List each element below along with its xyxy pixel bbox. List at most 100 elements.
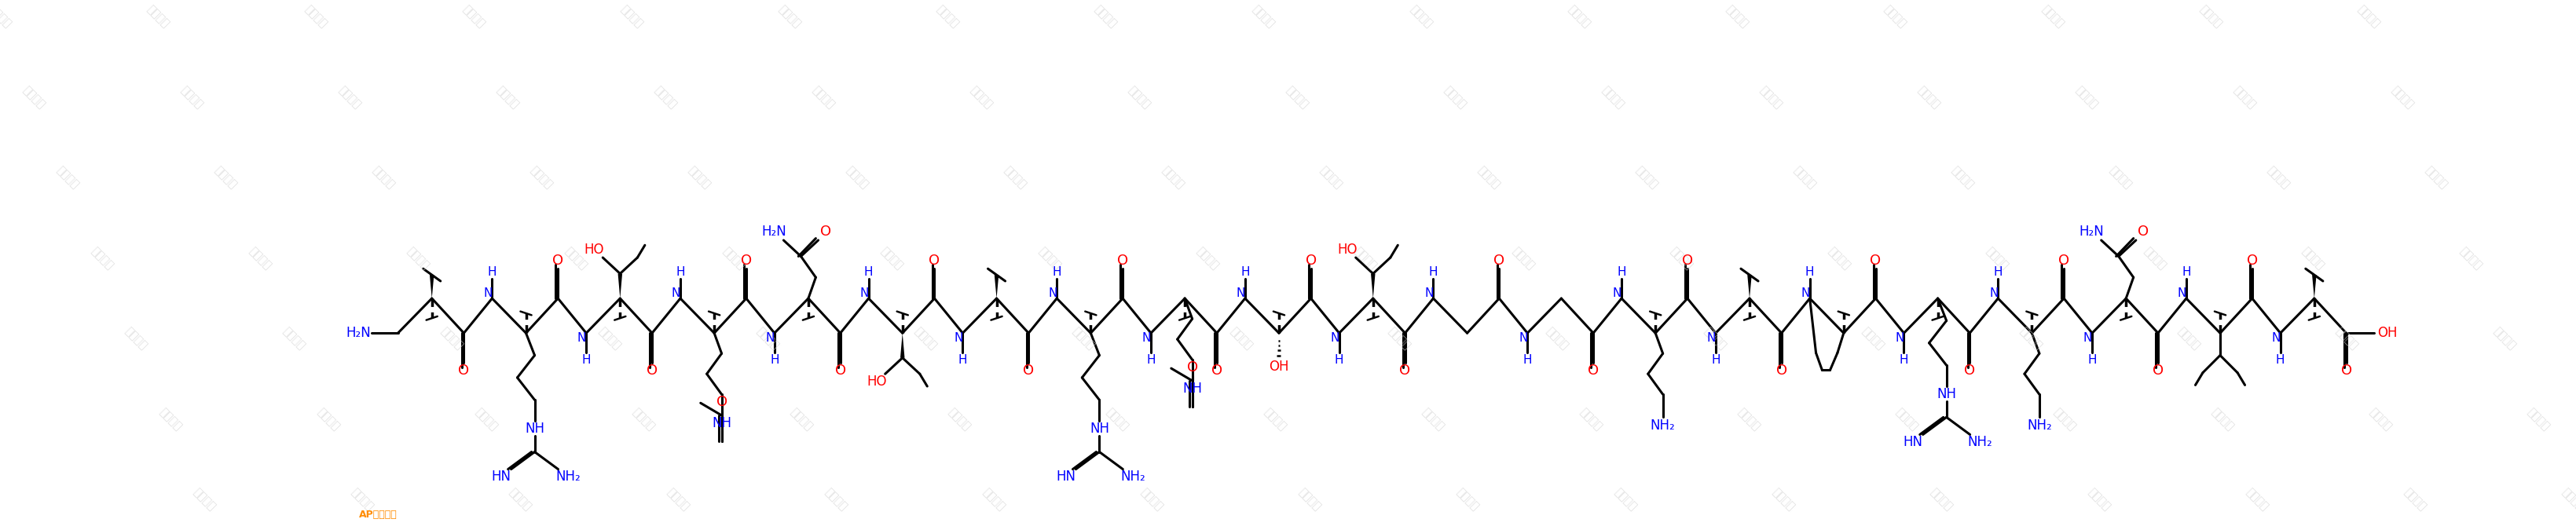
Text: 专肽生物: 专肽生物: [2334, 325, 2360, 352]
Text: 专肽生物: 专肽生物: [301, 4, 330, 30]
Text: N: N: [1236, 288, 1244, 299]
Text: N: N: [1801, 288, 1811, 299]
Text: 专肽生物: 专肽生物: [1667, 245, 1695, 271]
Text: 专肽生物: 专肽生物: [2491, 325, 2517, 352]
Text: H₂N: H₂N: [345, 326, 371, 340]
Text: 专肽生物: 专肽生物: [337, 84, 363, 110]
Text: 专肽生物: 专肽生物: [1092, 4, 1118, 30]
Text: 专肽生物: 专肽生物: [1352, 245, 1378, 271]
Text: O: O: [716, 395, 726, 409]
Text: H: H: [582, 354, 590, 366]
Text: 专肽生物: 专肽生物: [598, 325, 623, 352]
Text: 专肽生物: 专肽生物: [1283, 84, 1311, 110]
Text: N: N: [1425, 288, 1432, 299]
Text: O: O: [742, 253, 752, 268]
Text: 专肽生物: 专肽生物: [788, 406, 814, 432]
Text: N: N: [1989, 288, 1999, 299]
Text: H: H: [1054, 266, 1061, 278]
Text: 专肽生物: 专肽生物: [1126, 84, 1151, 110]
Text: NH: NH: [711, 417, 732, 430]
Text: N: N: [2272, 332, 2280, 344]
Text: O: O: [1870, 253, 1880, 268]
Text: 专肽生物: 专肽生物: [822, 487, 850, 513]
Text: 专肽生物: 专肽生物: [2367, 406, 2393, 432]
Text: 专肽生物: 专肽生物: [845, 164, 871, 191]
Text: 专肽生物: 专肽生物: [685, 164, 714, 191]
Text: O: O: [1682, 253, 1692, 268]
Text: N: N: [1613, 288, 1623, 299]
Text: H₂N: H₂N: [2079, 225, 2105, 238]
Text: N: N: [765, 332, 775, 344]
Text: 专肽生物: 专肽生物: [2087, 487, 2112, 513]
Text: O: O: [1118, 253, 1128, 268]
Text: 专肽生物: 专肽生物: [981, 487, 1007, 513]
Text: 专肽生物: 专肽生物: [2017, 325, 2043, 352]
Text: 专肽生物: 专肽生物: [1443, 84, 1468, 110]
Text: OH: OH: [1270, 359, 1288, 374]
Text: 专肽生物: 专肽生物: [912, 325, 938, 352]
Text: 专肽生物: 专肽生物: [1633, 164, 1659, 191]
Text: 专肽生物: 专肽生物: [1613, 487, 1638, 513]
Polygon shape: [1370, 273, 1376, 298]
Text: O: O: [459, 364, 469, 378]
Text: 专肽生物: 专肽生物: [1159, 164, 1188, 191]
Text: 专肽生物: 专肽生物: [1002, 164, 1028, 191]
Text: 专肽生物: 专肽生物: [665, 487, 690, 513]
Text: 专肽生物: 专肽生物: [2388, 84, 2416, 110]
Text: HN: HN: [1056, 470, 1077, 484]
Text: O: O: [1965, 364, 1976, 378]
Text: 专肽生物: 专肽生物: [54, 164, 80, 191]
Text: 专肽生物: 专肽生物: [2458, 245, 2483, 271]
Text: 专肽生物: 专肽生物: [404, 245, 430, 271]
Text: NH₂: NH₂: [1968, 435, 1991, 449]
Text: 专肽生物: 专肽生物: [1139, 487, 1164, 513]
Text: 专肽生物: 专肽生物: [2354, 4, 2380, 30]
Text: O: O: [2058, 253, 2069, 268]
Text: 专肽生物: 专肽生物: [945, 406, 974, 432]
Text: 专肽生物: 专肽生物: [2210, 406, 2236, 432]
Text: 专肽生物: 专肽生物: [1600, 84, 1625, 110]
Text: H₂N: H₂N: [760, 225, 786, 238]
Polygon shape: [899, 333, 904, 358]
Text: 专肽生物: 专肽生物: [721, 245, 747, 271]
Text: 专肽生物: 专肽生物: [178, 84, 206, 110]
Text: 专肽生物: 专肽生物: [1723, 4, 1749, 30]
Text: 专肽生物: 专肽生物: [969, 84, 994, 110]
Text: 专肽生物: 专肽生物: [1195, 245, 1221, 271]
Text: 专肽生物: 专肽生物: [471, 406, 500, 432]
Text: H: H: [1242, 266, 1249, 278]
Text: 专肽生物: 专肽生物: [935, 4, 961, 30]
Text: 专肽生物: 专肽生物: [1262, 406, 1288, 432]
Text: 专肽生物: 专肽生物: [124, 325, 149, 352]
Text: H: H: [1806, 266, 1814, 278]
Text: N: N: [484, 288, 492, 299]
Text: O: O: [835, 364, 845, 378]
Text: 专肽生物: 专肽生物: [281, 325, 307, 352]
Text: H: H: [1334, 354, 1345, 366]
Text: O: O: [2138, 225, 2148, 238]
Text: 专肽生物: 专肽生物: [191, 487, 216, 513]
Text: 专肽生物: 专肽生物: [528, 164, 554, 191]
Text: O: O: [1023, 364, 1033, 378]
Text: NH: NH: [1937, 387, 1955, 401]
Text: 专肽生物: 专肽生物: [1893, 406, 1919, 432]
Text: 专肽生物: 专肽生物: [1703, 325, 1728, 352]
Text: 专肽生物: 专肽生物: [1296, 487, 1321, 513]
Polygon shape: [1747, 275, 1752, 298]
Text: O: O: [1399, 364, 1412, 378]
Text: N: N: [953, 332, 963, 344]
Text: H: H: [1994, 266, 2002, 278]
Text: H: H: [487, 266, 497, 278]
Text: 专肽生物: 专肽生物: [1917, 84, 1942, 110]
Text: NH₂: NH₂: [1121, 470, 1146, 484]
Text: N: N: [1896, 332, 1904, 344]
Text: 专肽生物: 专肽生物: [1319, 164, 1345, 191]
Text: NH₂: NH₂: [2027, 418, 2053, 432]
Polygon shape: [430, 275, 433, 298]
Text: N: N: [1329, 332, 1340, 344]
Text: 专肽生物: 专肽生物: [631, 406, 657, 432]
Text: NH₂: NH₂: [556, 470, 580, 484]
Text: AP专肽生物: AP专肽生物: [358, 510, 397, 520]
Text: 专肽生物: 专肽生物: [1406, 4, 1435, 30]
Text: 专肽生物: 专肽生物: [2050, 406, 2079, 432]
